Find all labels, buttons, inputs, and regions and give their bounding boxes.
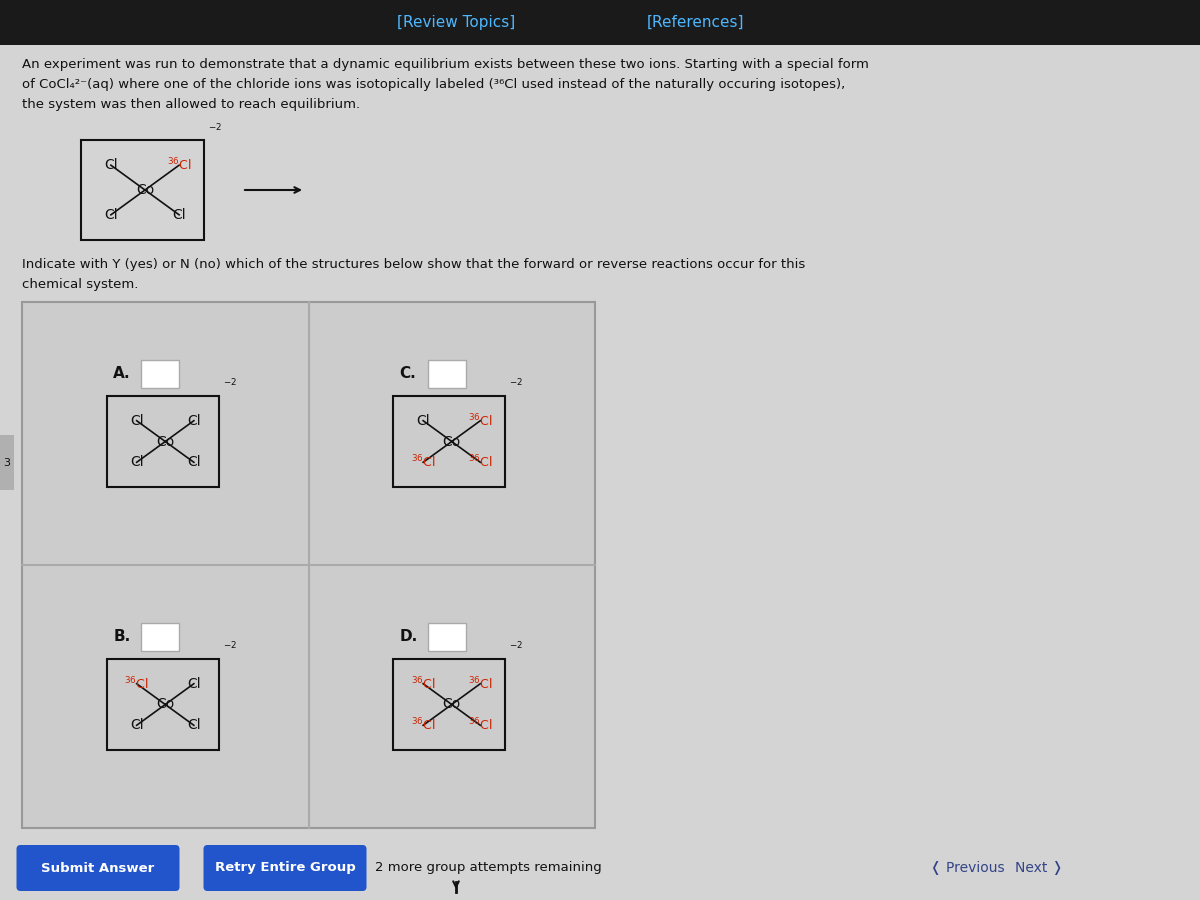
Text: $^{-2}$: $^{-2}$ — [223, 379, 236, 392]
Text: Co: Co — [156, 435, 174, 448]
Text: [References]: [References] — [647, 15, 745, 30]
Text: Cl: Cl — [187, 414, 200, 427]
Text: C.: C. — [400, 366, 416, 381]
Text: $^{36}$Cl: $^{36}$Cl — [410, 675, 436, 692]
Text: Cl: Cl — [187, 677, 200, 690]
Bar — [107, 396, 218, 487]
Text: 2 more group attempts remaining: 2 more group attempts remaining — [374, 861, 601, 875]
Text: $^{-2}$: $^{-2}$ — [509, 379, 523, 392]
Text: An experiment was run to demonstrate that a dynamic equilibrium exists between t: An experiment was run to demonstrate tha… — [22, 58, 869, 71]
Text: $^{-2}$: $^{-2}$ — [223, 642, 236, 654]
Text: 3: 3 — [4, 457, 11, 467]
Text: Co: Co — [156, 698, 174, 712]
Text: $^{36}$Cl: $^{36}$Cl — [468, 412, 493, 429]
Text: Co: Co — [443, 435, 461, 448]
Text: $^{36}$Cl: $^{36}$Cl — [125, 675, 149, 692]
Text: $^{36}$Cl: $^{36}$Cl — [468, 675, 493, 692]
Text: Submit Answer: Submit Answer — [41, 861, 155, 875]
Text: chemical system.: chemical system. — [22, 278, 138, 291]
Text: $^{36}$Cl: $^{36}$Cl — [410, 717, 436, 734]
Text: Cl: Cl — [130, 718, 144, 733]
Text: [Review Topics]: [Review Topics] — [397, 15, 515, 30]
Text: A.: A. — [113, 366, 131, 381]
Bar — [107, 659, 218, 751]
Bar — [142, 359, 179, 388]
Text: D.: D. — [400, 629, 418, 644]
Text: Cl: Cl — [173, 208, 186, 221]
Bar — [22, 302, 595, 828]
Text: $^{36}$Cl: $^{36}$Cl — [410, 454, 436, 471]
Text: $^{36}$Cl: $^{36}$Cl — [468, 454, 493, 471]
Text: Indicate with Y (yes) or N (no) which of the structures below show that the forw: Indicate with Y (yes) or N (no) which of… — [22, 258, 805, 271]
Bar — [0, 0, 1200, 45]
Text: ❬ Previous: ❬ Previous — [930, 861, 1006, 875]
Bar — [427, 359, 466, 388]
Text: B.: B. — [113, 629, 131, 644]
Bar — [80, 140, 204, 239]
FancyBboxPatch shape — [17, 845, 180, 891]
FancyBboxPatch shape — [204, 845, 366, 891]
Bar — [394, 659, 505, 751]
Text: $^{36}$Cl: $^{36}$Cl — [167, 157, 192, 174]
Text: $^{-2}$: $^{-2}$ — [208, 123, 222, 136]
Bar — [427, 623, 466, 651]
Bar — [394, 396, 505, 487]
Bar — [0, 435, 14, 490]
Text: $^{-2}$: $^{-2}$ — [509, 642, 523, 654]
Text: $^{36}$Cl: $^{36}$Cl — [468, 717, 493, 734]
Text: Cl: Cl — [104, 208, 118, 221]
Text: Co: Co — [443, 698, 461, 712]
Text: Cl: Cl — [416, 414, 430, 427]
Text: Cl: Cl — [187, 718, 200, 733]
Text: the system was then allowed to reach equilibrium.: the system was then allowed to reach equ… — [22, 98, 360, 111]
Text: Co: Co — [136, 183, 154, 197]
Text: of CoCl₄²⁻(aq) where one of the chloride ions was isotopically labeled (³⁶Cl use: of CoCl₄²⁻(aq) where one of the chloride… — [22, 78, 845, 91]
Text: Cl: Cl — [187, 455, 200, 469]
Text: Cl: Cl — [130, 414, 144, 427]
Text: Retry Entire Group: Retry Entire Group — [215, 861, 355, 875]
Text: Cl: Cl — [130, 455, 144, 469]
Text: Cl: Cl — [104, 158, 118, 172]
Text: Next ❭: Next ❭ — [1015, 861, 1063, 875]
Bar — [142, 623, 179, 651]
